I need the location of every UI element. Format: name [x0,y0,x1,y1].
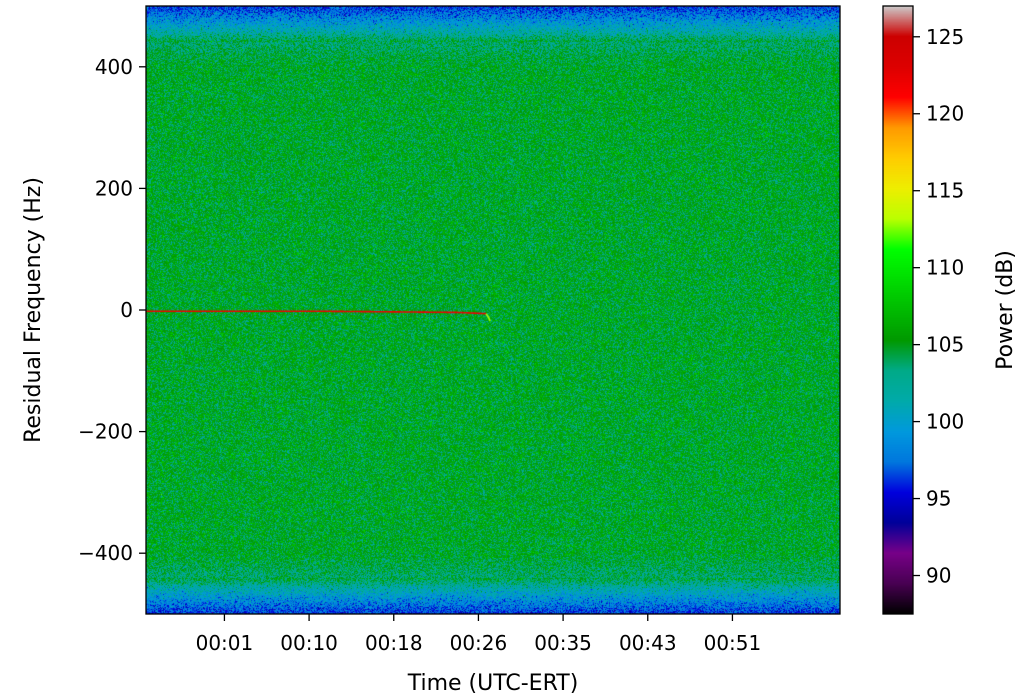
y-tick-label: 200 [95,176,133,200]
colorbar-tick-label: 90 [926,564,951,588]
x-tick-label: 00:35 [534,631,592,655]
y-axis-label: Residual Frequency (Hz) [21,177,46,443]
colorbar-tick-label: 105 [926,333,964,357]
colorbar-tick-label: 110 [926,256,964,280]
colorbar-tick-label: 100 [926,410,964,434]
x-tick-label: 00:51 [704,631,762,655]
spectrogram-heatmap [146,6,840,614]
x-tick-label: 00:26 [450,631,508,655]
y-tick-label: −400 [78,541,133,565]
y-tick-label: 0 [120,298,133,322]
colorbar [883,6,913,614]
colorbar-tick-label: 120 [926,102,964,126]
x-axis-ticks: 00:01 00:10 00:18 00:26 00:35 00:43 00:51 [196,614,762,655]
y-tick-label: −200 [78,420,133,444]
y-tick-label: 400 [95,55,133,79]
x-tick-label: 00:10 [280,631,338,655]
colorbar-tick-label: 115 [926,179,964,203]
colorbar-tick-label: 125 [926,25,964,49]
x-tick-label: 00:43 [619,631,677,655]
x-tick-label: 00:01 [196,631,254,655]
colorbar-tick-label: 95 [926,487,951,511]
y-axis-ticks: −400 −200 0 200 400 [78,55,146,565]
colorbar-ticks: 90 95 100 105 110 115 120 125 [913,25,964,588]
x-tick-label: 00:18 [365,631,423,655]
colorbar-gradient [883,6,913,614]
colorbar-frame [882,5,914,615]
colorbar-label: Power (dB) [993,250,1018,370]
spectrogram-plot [146,6,840,614]
plot-frame [145,5,841,615]
x-axis-label: Time (UTC-ERT) [407,671,579,696]
